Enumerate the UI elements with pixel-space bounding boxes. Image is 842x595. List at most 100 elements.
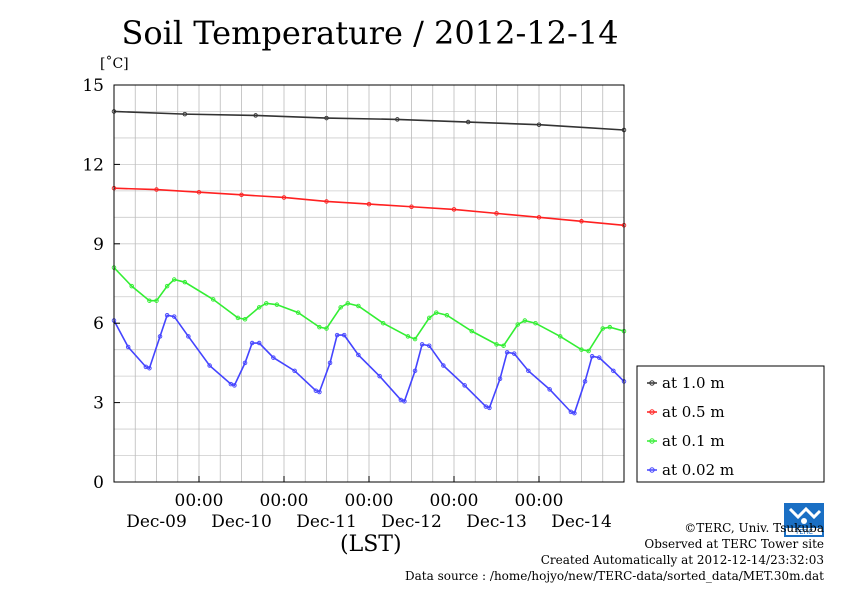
data-point bbox=[210, 297, 216, 302]
data-point bbox=[232, 383, 237, 388]
y-tick-label: 0 bbox=[93, 473, 104, 493]
data-point bbox=[412, 368, 418, 374]
data-point bbox=[324, 326, 329, 331]
data-point bbox=[366, 201, 372, 207]
data-point bbox=[611, 368, 616, 374]
data-point bbox=[419, 342, 425, 347]
legend-entry: at 0.02 m bbox=[662, 461, 734, 479]
data-point bbox=[465, 119, 471, 125]
data-point bbox=[182, 279, 188, 285]
data-point bbox=[504, 350, 510, 355]
terc-logo-icon: TERC bbox=[784, 503, 824, 537]
series-at-1-0-m bbox=[111, 109, 627, 133]
y-tick-label: 6 bbox=[93, 314, 104, 334]
data-point bbox=[607, 324, 613, 330]
created-text: Created Automatically at 2012-12-14/23:3… bbox=[540, 553, 824, 567]
data-point bbox=[154, 187, 159, 192]
legend-swatch-marker bbox=[649, 409, 655, 415]
data-point bbox=[501, 343, 506, 348]
data-point bbox=[533, 320, 538, 326]
data-point bbox=[345, 301, 351, 306]
data-point bbox=[526, 368, 531, 374]
y-tick-label: 15 bbox=[82, 76, 104, 96]
legend-entry: at 0.1 m bbox=[662, 432, 725, 450]
data-point bbox=[317, 324, 322, 330]
series-at-0-02-m bbox=[111, 313, 627, 416]
data-point bbox=[147, 365, 152, 371]
data-point bbox=[596, 355, 602, 360]
logo-text: TERC bbox=[794, 528, 813, 536]
x-tick-date-label: Dec-13 bbox=[466, 512, 527, 532]
data-point bbox=[295, 310, 301, 315]
y-axis: 0 3 6 9 12 15 bbox=[82, 76, 120, 493]
data-point bbox=[462, 383, 467, 388]
data-point bbox=[409, 204, 414, 209]
grid bbox=[114, 85, 624, 482]
y-tick-label: 12 bbox=[82, 155, 104, 175]
data-point bbox=[256, 305, 262, 310]
data-point bbox=[327, 360, 333, 366]
data-point bbox=[334, 332, 340, 338]
series-line bbox=[113, 314, 625, 415]
data-point bbox=[171, 277, 177, 282]
data-point bbox=[147, 298, 152, 303]
series-layer bbox=[111, 109, 627, 416]
data-point bbox=[125, 344, 131, 350]
data-point bbox=[271, 355, 276, 360]
data-point bbox=[186, 334, 191, 339]
data-point bbox=[536, 122, 542, 127]
data-point bbox=[572, 410, 577, 416]
data-point bbox=[515, 322, 521, 327]
data-point bbox=[586, 348, 591, 354]
data-point bbox=[249, 340, 255, 346]
data-point bbox=[600, 326, 606, 331]
data-point bbox=[157, 334, 163, 339]
data-point bbox=[154, 298, 159, 303]
data-point bbox=[338, 305, 343, 310]
data-point bbox=[511, 351, 517, 356]
x-tick-time-label: 00:00 bbox=[430, 491, 479, 511]
credits-block: ©TERC, Univ. Tsukuba Observed at TERC To… bbox=[405, 520, 824, 584]
copyright-text: ©TERC, Univ. Tsukuba bbox=[684, 521, 824, 535]
data-point bbox=[547, 387, 552, 392]
x-tick-date-label: Dec-12 bbox=[381, 512, 442, 532]
data-point bbox=[380, 320, 386, 326]
legend-swatch-marker bbox=[649, 380, 655, 386]
x-axis: 00:00Dec-0900:00Dec-1000:00Dec-1100:00De… bbox=[126, 476, 612, 532]
data-point bbox=[402, 399, 407, 404]
x-tick-time-label: 00:00 bbox=[515, 491, 564, 511]
y-tick-label: 9 bbox=[93, 235, 104, 255]
data-point bbox=[274, 302, 280, 307]
site-text: Observed at TERC Tower site bbox=[644, 537, 824, 551]
data-point bbox=[579, 219, 584, 224]
data-point bbox=[451, 207, 457, 212]
data-point bbox=[522, 318, 528, 323]
data-point bbox=[377, 373, 382, 379]
x-tick-date-label: Dec-10 bbox=[211, 512, 272, 532]
data-point bbox=[497, 376, 503, 382]
x-tick-date-label: Dec-09 bbox=[126, 512, 187, 532]
data-point bbox=[324, 199, 329, 204]
data-point bbox=[341, 332, 347, 338]
chart-title: Soil Temperature / 2012-12-14 bbox=[121, 14, 619, 52]
data-point bbox=[441, 363, 446, 368]
data-point bbox=[589, 354, 595, 359]
legend-box bbox=[636, 365, 825, 483]
data-point bbox=[256, 340, 262, 346]
data-point bbox=[317, 389, 322, 395]
data-point bbox=[196, 189, 202, 195]
data-point bbox=[264, 301, 269, 306]
data-point bbox=[182, 111, 188, 117]
data-point bbox=[487, 405, 492, 411]
legend-swatch-marker bbox=[649, 438, 655, 444]
data-point bbox=[579, 347, 584, 352]
data-point bbox=[356, 352, 361, 358]
data-point bbox=[164, 283, 170, 289]
x-tick-date-label: Dec-11 bbox=[296, 512, 357, 532]
data-point bbox=[207, 363, 212, 368]
series-line bbox=[113, 187, 625, 227]
data-point bbox=[395, 117, 400, 122]
legend-swatch-marker bbox=[649, 467, 655, 473]
y-axis-unit-label: [˚C] bbox=[100, 56, 129, 72]
legend: at 1.0 m at 0.5 m at 0.1 m at 0.02 m bbox=[636, 365, 825, 483]
